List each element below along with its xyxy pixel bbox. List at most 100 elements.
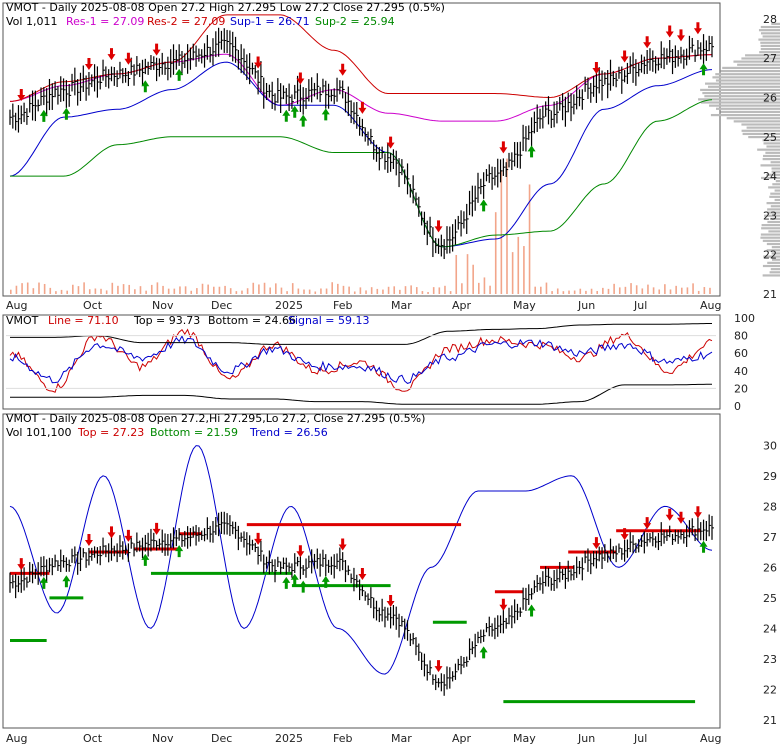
volume-bar xyxy=(664,284,666,294)
volume-bars xyxy=(10,158,711,294)
buy-arrow xyxy=(62,575,71,588)
trend-panel-title: VMOT - Daily 2025-08-08 Open 27.2,Hi 27.… xyxy=(6,412,425,425)
sell-arrow xyxy=(592,62,601,75)
sell-arrow xyxy=(254,56,263,69)
volume-bar xyxy=(331,282,333,294)
buy-arrow xyxy=(175,545,184,558)
sell-arrow xyxy=(124,52,133,65)
volume-profile-bar xyxy=(759,51,780,54)
buy-arrow xyxy=(321,575,330,588)
volume-profile-bar xyxy=(763,142,780,145)
volume-bar xyxy=(680,287,683,294)
sell-arrow xyxy=(386,136,395,149)
volume-bar xyxy=(421,291,424,294)
trend-value-label: Trend = 26.56 xyxy=(249,426,328,439)
volume-bar xyxy=(365,290,367,294)
volume-bar xyxy=(635,285,638,294)
volume-profile-bar xyxy=(760,44,780,48)
oscillator-axis-tick: 100 xyxy=(734,312,755,325)
volume-profile-bar xyxy=(745,54,780,57)
volume-profile-bar xyxy=(770,268,780,271)
volume-profile-bar xyxy=(758,29,780,32)
sell-arrow xyxy=(665,508,674,521)
volume-bar xyxy=(21,283,23,294)
volume-bar xyxy=(241,290,243,294)
volume-bar xyxy=(258,284,260,294)
price-x-label: Mar xyxy=(391,299,412,312)
sell-arrow xyxy=(338,538,347,551)
sell-arrow xyxy=(358,101,367,114)
volume-bar xyxy=(348,286,350,294)
volume-bar xyxy=(100,288,102,294)
line-sup-1 xyxy=(9,61,713,248)
price-x-label: Apr xyxy=(452,299,472,312)
sell-arrow xyxy=(84,58,93,71)
volume-bar xyxy=(669,289,672,294)
price-axis-tick: 27 xyxy=(763,52,777,65)
volume-profile-bar xyxy=(741,57,780,60)
volume-bar xyxy=(303,289,305,294)
buy-arrow xyxy=(699,63,708,76)
oscillator-axis-tick: 60 xyxy=(734,347,748,360)
volume-bar xyxy=(218,286,221,294)
trend-axis-tick: 23 xyxy=(763,653,777,666)
volume-bar xyxy=(449,291,452,294)
sell-arrow xyxy=(434,220,443,233)
volume-bar xyxy=(201,283,204,294)
buy-arrow xyxy=(39,109,48,122)
volume-profile-bar xyxy=(760,233,780,236)
volume-profile-bar xyxy=(709,104,780,107)
price-axis-tick: 26 xyxy=(763,91,777,104)
volume-profile-bar xyxy=(769,195,780,198)
price-x-label: Dec xyxy=(211,299,232,312)
trend-bottom-label: Bottom = 21.59 xyxy=(150,426,238,439)
volume-bar xyxy=(111,282,114,294)
volume-bar xyxy=(602,287,604,294)
volume-bar xyxy=(703,287,706,294)
volume-profile-bar xyxy=(771,246,780,249)
volume-bar xyxy=(252,282,255,294)
volume-bar xyxy=(432,287,435,294)
volume-bar xyxy=(184,286,187,294)
volume-profile-bar xyxy=(762,264,780,268)
volume-profile-bar xyxy=(757,148,780,151)
trend-axis-tick: 24 xyxy=(763,622,777,635)
volume-bar xyxy=(128,284,131,294)
volume-bar xyxy=(263,282,266,294)
price-panel-frame xyxy=(2,2,721,297)
trend-axis-tick: 25 xyxy=(763,592,777,605)
buy-arrow xyxy=(527,604,536,617)
volume-profile-bar xyxy=(737,63,780,66)
volume-profile-bar xyxy=(748,135,780,139)
volume-profile xyxy=(698,22,780,277)
sell-arrow xyxy=(499,598,508,611)
volume-bar xyxy=(399,289,401,294)
sell-arrow xyxy=(643,36,652,49)
volume-profile-bar xyxy=(762,139,780,142)
volume-bar xyxy=(630,283,632,294)
volume-profile-bar xyxy=(746,126,780,129)
oscillator-panel-frame xyxy=(2,314,721,410)
volume-bar xyxy=(286,291,288,294)
price-x-label: Nov xyxy=(152,299,174,312)
volume-bar xyxy=(280,287,283,294)
buy-arrow xyxy=(175,68,184,81)
oscillator-axis-tick: 20 xyxy=(734,382,748,395)
volume-bar xyxy=(10,289,12,294)
volume-profile-bar xyxy=(766,145,780,148)
volume-bar xyxy=(472,264,474,294)
volume-profile-bar xyxy=(768,230,780,233)
buy-arrow xyxy=(39,576,48,589)
trend-axis-tick: 26 xyxy=(763,561,777,574)
sell-arrow xyxy=(358,568,367,581)
volume-bar xyxy=(404,286,407,294)
volume-bar xyxy=(224,285,226,294)
volume-bar xyxy=(314,291,317,294)
volume-bar xyxy=(427,291,429,294)
sell-arrow xyxy=(338,63,347,76)
sell-arrow xyxy=(17,89,26,102)
trend-x-label: Aug xyxy=(6,732,27,745)
volume-profile-bar xyxy=(722,66,780,70)
price-x-label: Aug xyxy=(700,299,721,312)
volume-profile-bar xyxy=(771,252,780,255)
